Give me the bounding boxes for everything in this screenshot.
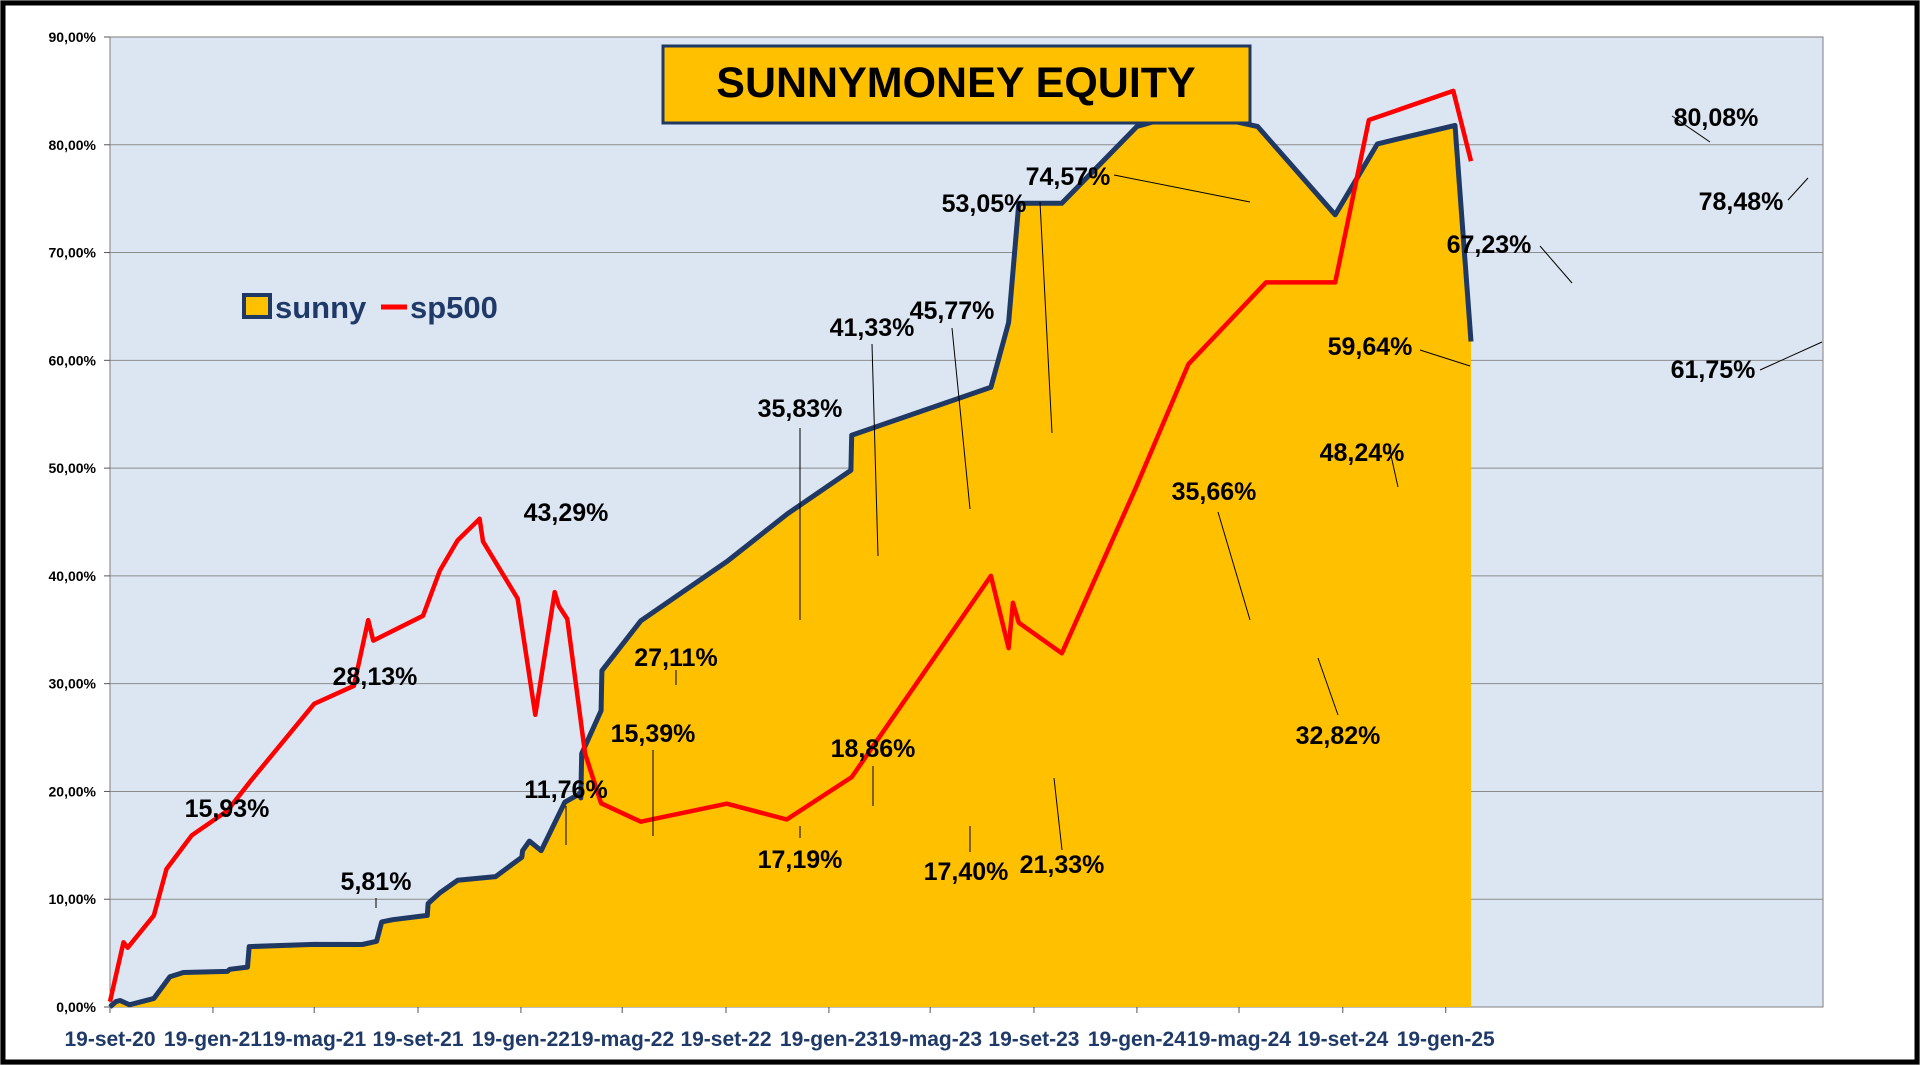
data-label-sp500: 17,19% — [758, 846, 843, 874]
data-label-sunny: 45,77% — [910, 297, 995, 325]
y-tick-label: 10,00% — [49, 891, 97, 907]
data-label-sunny: 80,08% — [1674, 104, 1759, 132]
leader-line — [871, 343, 879, 557]
y-tick-label: 20,00% — [49, 783, 97, 799]
x-tick-label: 19-set-24 — [1297, 1028, 1388, 1051]
data-label-sp500: 48,24% — [1320, 439, 1405, 467]
data-label-sp500: 43,29% — [524, 499, 609, 527]
leader-line — [1317, 657, 1339, 716]
x-tick-label: 19-set-23 — [988, 1028, 1079, 1051]
sunny-area — [110, 111, 1472, 1007]
leader-line — [1419, 349, 1471, 367]
leader-line — [1389, 450, 1399, 488]
annotation-leaders — [375, 115, 1823, 908]
data-label-sp500: 18,86% — [831, 735, 916, 763]
data-label-sp500: 35,66% — [1172, 478, 1257, 506]
x-tick-label: 19-mag-21 — [262, 1028, 366, 1051]
sunny-line — [108, 108, 1474, 1009]
x-tick-label: 19-gen-21 — [164, 1028, 262, 1051]
leader-line — [1787, 177, 1809, 201]
data-label-sunny: 53,05% — [942, 190, 1027, 218]
data-label-sunny: 35,83% — [758, 395, 843, 423]
data-label-sunny: 15,39% — [611, 720, 696, 748]
x-tick-label: 19-mag-24 — [1187, 1028, 1291, 1051]
sp500-line — [107, 88, 1474, 1003]
data-label-sp500: 15,93% — [185, 795, 270, 823]
y-tick-label: 70,00% — [49, 245, 97, 261]
x-tick-label: 19-set-20 — [64, 1028, 155, 1051]
data-label-sp500: 59,64% — [1328, 333, 1413, 361]
data-label-sp500: 27,11% — [634, 644, 717, 672]
data-label-sp500: 17,40% — [924, 858, 1009, 886]
y-tick-label: 0,00% — [56, 999, 96, 1015]
data-label-sp500: 28,13% — [333, 663, 418, 691]
x-tick-label: 19-gen-24 — [1088, 1028, 1186, 1051]
leader-line — [1759, 341, 1823, 371]
data-label-sunny: 41,33% — [830, 314, 915, 342]
legend-label-sunny: sunny — [275, 290, 367, 325]
series-layer — [107, 88, 1474, 1009]
y-tick-label: 50,00% — [49, 460, 97, 476]
leader-line — [1053, 777, 1063, 851]
legend: sunny sp500 — [242, 290, 498, 325]
y-tick-label: 90,00% — [49, 29, 97, 45]
leader-line — [1671, 115, 1711, 143]
annotation-labels: 5,81% 11,76%15,39% 35,83% 41,33%45,77% 53,05… — [185, 104, 1784, 896]
leader-line — [951, 327, 971, 510]
x-tick-label: 19-gen-23 — [780, 1028, 878, 1051]
leader-line — [1539, 245, 1573, 284]
legend-swatch-sunny — [242, 293, 272, 319]
data-label-sunny: 74,57% — [1026, 163, 1111, 191]
x-tick-label: 19-set-21 — [372, 1028, 463, 1051]
x-tick-label: 19-mag-22 — [570, 1028, 674, 1051]
leader-line — [1039, 201, 1053, 434]
data-label-sp500: 67,23% — [1447, 231, 1532, 259]
leader-line — [1113, 174, 1251, 203]
data-label-sp500: 32,82% — [1296, 722, 1381, 750]
y-tick-label: 40,00% — [49, 568, 97, 584]
x-tick-label: 19-mag-23 — [878, 1028, 982, 1051]
data-label-sp500: 21,33% — [1020, 851, 1105, 879]
x-axis-ticks: 19-set-20 19-gen-21 19-mag-21 19-set-21 19-g… — [64, 1007, 1495, 1051]
data-label-sunny: 61,75% — [1671, 356, 1756, 384]
x-tick-label: 19-gen-25 — [1397, 1028, 1495, 1051]
chart-title: SUNNYMONEY EQUITY — [716, 59, 1195, 107]
data-label-sunny: 11,76% — [524, 776, 607, 804]
y-tick-label: 60,00% — [49, 352, 97, 368]
data-label-sunny: 5,81% — [341, 868, 412, 896]
y-axis-ticks: 0,00% 10,00% 20,00% 30,00% 40,00% 50,00% 60,00… — [49, 29, 97, 1015]
x-tick-label: 19-gen-22 — [472, 1028, 570, 1051]
y-tick-label: 30,00% — [49, 676, 97, 692]
legend-label-sp500: sp500 — [410, 290, 498, 325]
chart-title-box: SUNNYMONEY EQUITY — [661, 44, 1252, 125]
leader-line — [1217, 511, 1251, 621]
x-tick-label: 19-set-22 — [680, 1028, 771, 1051]
data-label-sp500: 78,48% — [1699, 188, 1784, 216]
y-tick-label: 80,00% — [49, 137, 97, 153]
